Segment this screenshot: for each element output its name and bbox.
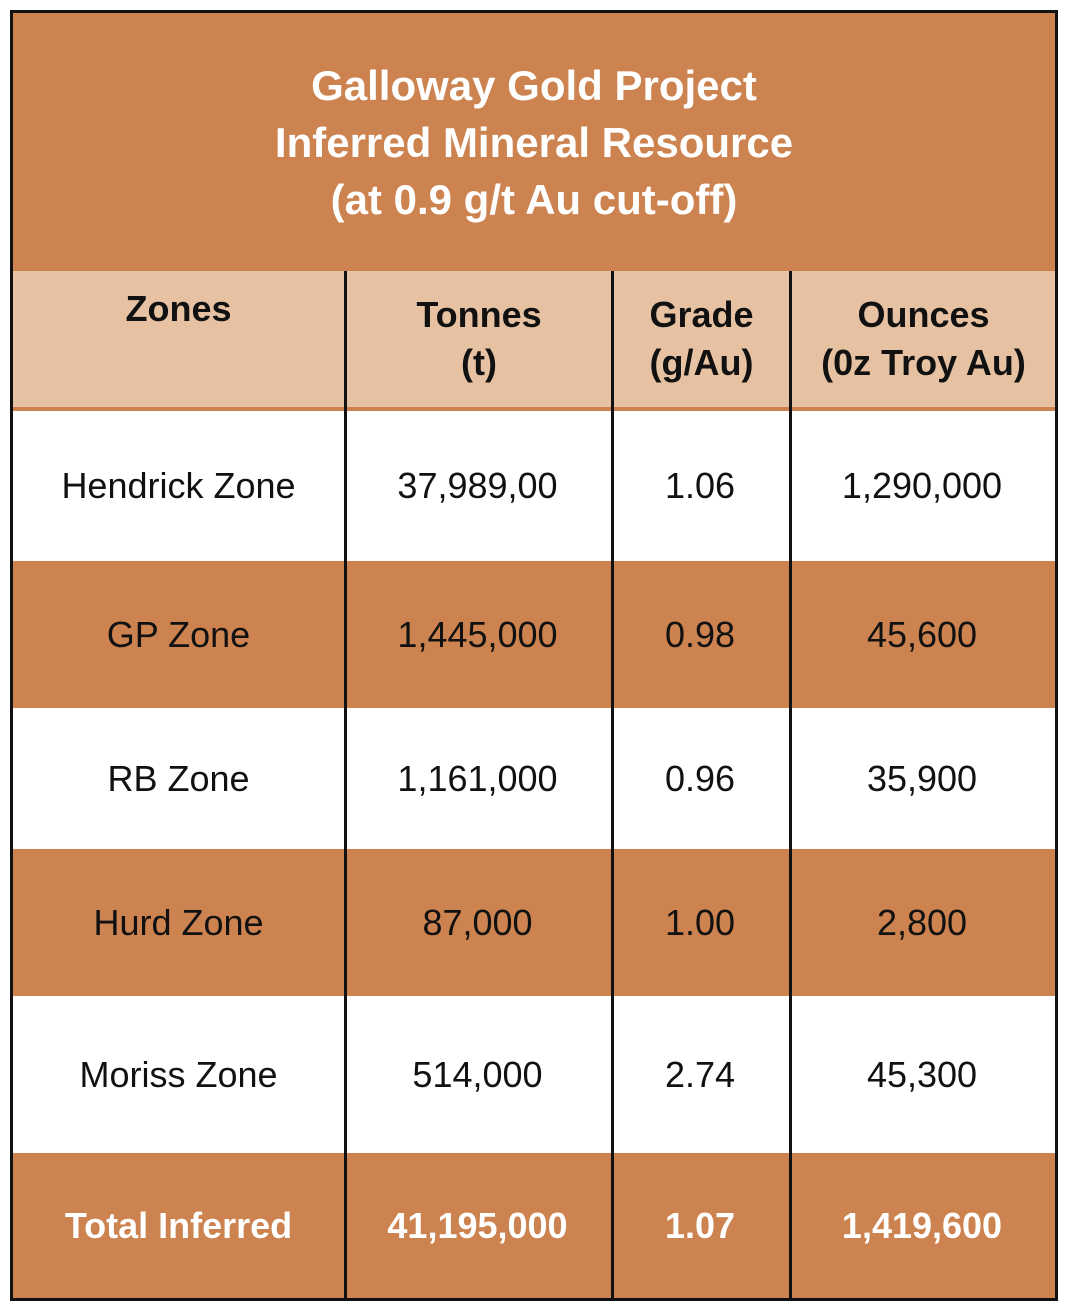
header-tonnes: Tonnes (t) bbox=[347, 271, 611, 411]
header-ounces: Ounces (0z Troy Au) bbox=[792, 271, 1055, 411]
row-grade-cell: 1.06 bbox=[664, 465, 736, 506]
row-zone-cell: Hurd Zone bbox=[13, 849, 344, 996]
row-zone-cell: GP Zone bbox=[13, 561, 344, 708]
title-line-2: Inferred Mineral Resource bbox=[274, 118, 794, 166]
header-line-1: Ounces bbox=[857, 294, 990, 335]
header-line-2: (0z Troy Au) bbox=[821, 342, 1026, 383]
header-line-2: (t) bbox=[461, 342, 497, 383]
total-grade-cell: 1.07 bbox=[611, 1153, 789, 1298]
header-grade: Grade (g/Au) bbox=[614, 271, 789, 411]
row-zone-cell: Moriss Zone bbox=[79, 1053, 278, 1095]
total-zone-cell: Total Inferred bbox=[13, 1153, 344, 1298]
header-line-1: Tonnes bbox=[416, 294, 542, 335]
title-line-1: Galloway Gold Project bbox=[311, 61, 757, 109]
row-zone-cell: Hendrick Zone bbox=[61, 465, 296, 506]
row-grade-cell: 1.00 bbox=[611, 849, 789, 996]
column-divider bbox=[611, 271, 614, 1298]
row-grade-cell: 0.96 bbox=[664, 757, 736, 799]
row-tonnes-cell: 1,445,000 bbox=[344, 561, 611, 708]
row-tonnes-cell: 1,161,000 bbox=[397, 757, 558, 799]
total-tonnes-cell: 41,195,000 bbox=[344, 1153, 611, 1298]
row-tonnes-cell: 37,989,00 bbox=[397, 465, 558, 506]
header-zone: Zones bbox=[13, 271, 344, 411]
total-ounces-cell: 1,419,600 bbox=[789, 1153, 1055, 1298]
column-divider bbox=[789, 271, 792, 1298]
header-line-2: (g/Au) bbox=[649, 342, 754, 383]
row-ounces-cell: 45,600 bbox=[789, 561, 1055, 708]
row-ounces-cell: 2,800 bbox=[789, 849, 1055, 996]
row-ounces-cell: 45,300 bbox=[866, 1053, 978, 1095]
row-tonnes-cell: 87,000 bbox=[344, 849, 611, 996]
row-grade-cell: 0.98 bbox=[611, 561, 789, 708]
row-tonnes-cell: 514,000 bbox=[412, 1053, 543, 1095]
table-title: Galloway Gold Project Inferred Mineral R… bbox=[13, 13, 1055, 271]
title-line-3: (at 0.9 g/t Au cut-off) bbox=[330, 175, 738, 223]
header-line-1: Grade bbox=[649, 294, 754, 335]
header-line-1: Zones bbox=[125, 288, 232, 329]
row-ounces-cell: 1,290,000 bbox=[841, 465, 1003, 506]
row-ounces-cell: 35,900 bbox=[866, 757, 978, 799]
row-zone-cell: RB Zone bbox=[107, 757, 250, 799]
row-grade-cell: 2.74 bbox=[664, 1053, 736, 1095]
column-divider bbox=[344, 271, 347, 1298]
resource-table: Galloway Gold Project Inferred Mineral R… bbox=[10, 10, 1058, 1301]
